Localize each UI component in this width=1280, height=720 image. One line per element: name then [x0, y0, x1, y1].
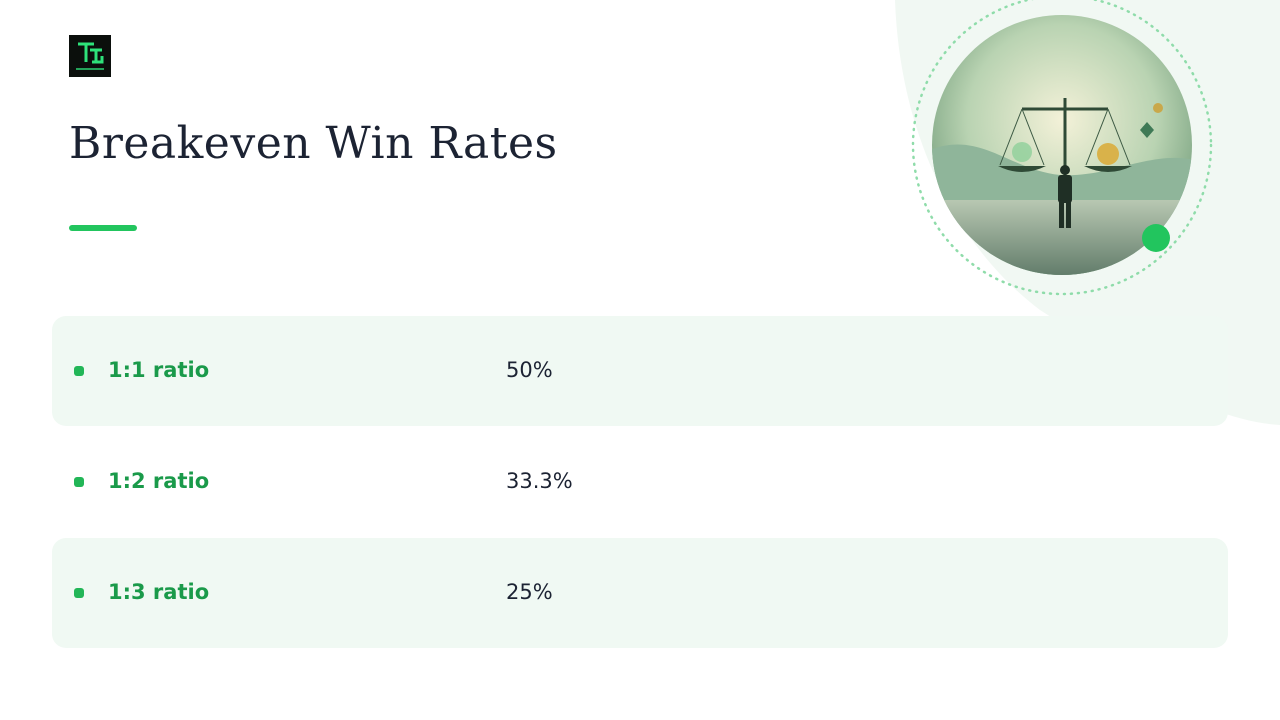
- logo: [69, 35, 111, 77]
- row-value: 25%: [506, 580, 553, 604]
- title: Breakeven Win Rates: [69, 118, 558, 169]
- row-label: 1:2 ratio: [108, 469, 210, 493]
- dotted-ring: [911, 0, 1213, 296]
- accent-dot: [1142, 224, 1170, 252]
- bullet: [74, 477, 84, 487]
- illustration: [932, 15, 1192, 275]
- table-row: 1:3 ratio 25%: [52, 538, 1228, 648]
- row-value: 50%: [506, 358, 553, 382]
- logo-text: [76, 68, 104, 70]
- row-label: 1:1 ratio: [108, 358, 210, 382]
- bullet: [74, 588, 84, 598]
- logo-mark: [78, 42, 104, 64]
- table-row: 1:2 ratio 33.3%: [52, 427, 1228, 537]
- title-underline: [69, 225, 137, 231]
- bullet: [74, 366, 84, 376]
- row-label: 1:3 ratio: [108, 580, 210, 604]
- table-row: 1:1 ratio 50%: [52, 316, 1228, 426]
- row-value: 33.3%: [506, 469, 573, 493]
